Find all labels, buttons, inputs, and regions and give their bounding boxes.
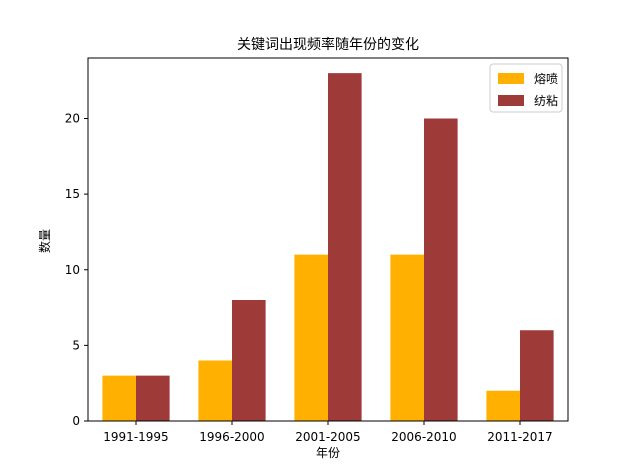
- x-tick-label: 2006-2010: [391, 430, 456, 444]
- x-tick-label: 2001-2005: [295, 430, 360, 444]
- y-tick-label: 0: [72, 414, 80, 428]
- y-tick-label: 20: [65, 112, 80, 126]
- bar-series1-2011-2017: [486, 390, 520, 421]
- bar-series1-1991-1995: [102, 375, 136, 422]
- x-axis-label: 年份: [316, 446, 340, 460]
- y-tick-label: 15: [65, 187, 80, 201]
- plot-area: 0 5 10 15 20 1991-1995 1996-2000 2001-2005 2006-…: [65, 57, 569, 444]
- chart-title: 关键词出现频率随年份的变化: [237, 36, 419, 53]
- x-tick-label: 2011-2017: [487, 430, 552, 444]
- legend-swatch-1: [498, 73, 524, 84]
- y-axis-label: 数量: [37, 229, 52, 253]
- bar-series1-1996-2000: [198, 360, 232, 421]
- bar-series1-2006-2010: [390, 254, 424, 422]
- legend-label-2: 纺粘: [534, 93, 558, 108]
- bar-series2-2006-2010: [424, 118, 458, 421]
- bar-series1-2001-2005: [294, 254, 328, 422]
- bar-series2-2001-2005: [328, 73, 362, 422]
- bar-series2-2011-2017: [520, 330, 554, 421]
- bar-series2-1996-2000: [232, 300, 266, 421]
- bar-series2-1991-1995: [136, 375, 170, 422]
- y-tick-label: 5: [72, 338, 80, 352]
- y-tick-label: 10: [65, 263, 80, 277]
- legend-label-1: 熔喷: [534, 71, 558, 86]
- legend-swatch-2: [498, 95, 524, 106]
- x-tick-label: 1991-1995: [103, 430, 168, 444]
- x-tick-label: 1996-2000: [199, 430, 264, 444]
